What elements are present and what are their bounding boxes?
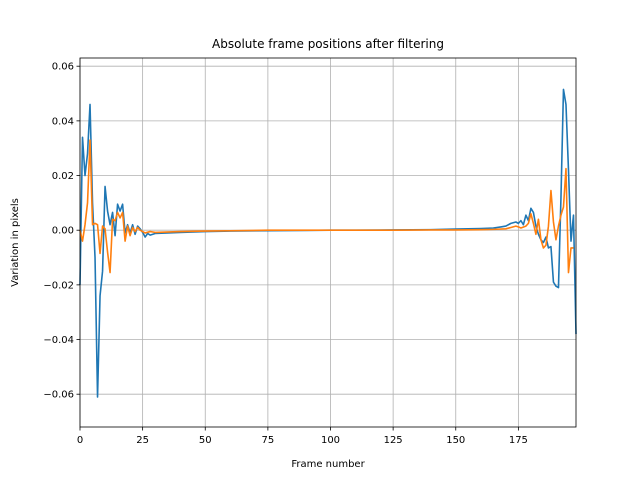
grid: [79, 58, 576, 427]
y-tick-label: −0.02: [43, 280, 74, 291]
x-tick-label: 50: [199, 435, 212, 446]
plot-area: [80, 58, 576, 427]
axis-ticks: 0 25 50 75 100 125 150 175 −0.06 −0.04 −0.02 0.00 0.…: [43, 62, 528, 446]
series-line-2: [79, 139, 574, 274]
x-tick-label: 175: [509, 435, 528, 446]
x-tick-label: 75: [262, 435, 275, 446]
y-tick-label: 0.04: [52, 116, 74, 127]
x-tick-label: 125: [384, 435, 403, 446]
y-tick-label: −0.06: [43, 390, 74, 401]
y-tick-label: 0.00: [52, 226, 74, 237]
series-group: [79, 88, 577, 398]
chart-title: Absolute frame positions after filtering: [212, 37, 444, 51]
x-axis-title: Frame number: [291, 459, 365, 470]
y-tick-label: −0.04: [43, 335, 74, 346]
x-tick-label: 150: [446, 435, 465, 446]
y-tick-label: 0.06: [52, 62, 74, 73]
x-tick-label: 0: [77, 435, 83, 446]
x-tick-label: 100: [321, 435, 340, 446]
x-tick-label: 25: [136, 435, 149, 446]
y-axis-title: Variation in pixels: [10, 198, 21, 287]
y-tick-label: 0.02: [52, 171, 74, 182]
plot-frame: [79, 57, 577, 428]
